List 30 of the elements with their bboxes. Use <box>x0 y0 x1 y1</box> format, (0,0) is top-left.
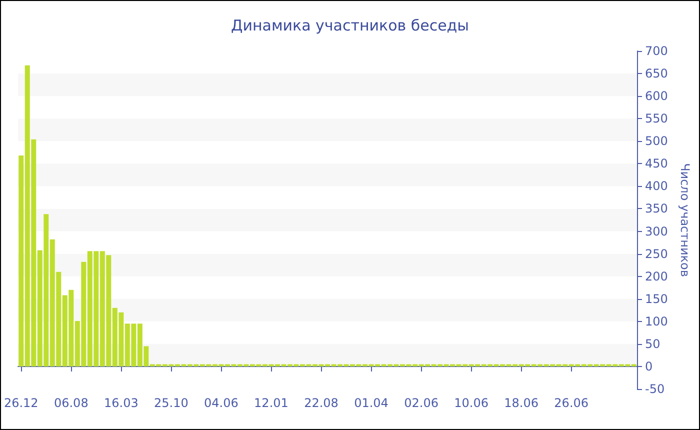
x-tick-label: 25.10 <box>154 396 188 410</box>
x-tick-label: 18.06 <box>504 396 539 410</box>
x-tick-label: 01.04 <box>354 396 388 410</box>
x-tick-label: 12.01 <box>254 396 288 410</box>
x-tick-label: 26.06 <box>554 396 589 410</box>
x-tick-label: 10.06 <box>454 396 488 410</box>
y-tick-label: 700 <box>645 44 668 58</box>
x-tick-label: 02.06 <box>404 396 438 410</box>
y-axis-title: Число участников <box>678 163 692 277</box>
y-tick-label: -50 <box>645 382 665 396</box>
y-tick-label: 200 <box>645 269 668 284</box>
y-tick-label: 150 <box>645 292 668 306</box>
x-tick-label: 06.08 <box>54 396 88 410</box>
y-tick-label: 250 <box>645 246 668 261</box>
x-tick-label: 04.06 <box>204 396 238 410</box>
chart-title: Динамика участников беседы <box>230 16 470 34</box>
y-tick-label: 50 <box>645 336 660 351</box>
x-tick-label: 22.08 <box>304 396 338 410</box>
y-tick-label: 300 <box>645 224 668 238</box>
x-tick-label: 16.03 <box>104 396 138 410</box>
y-tick-label: 450 <box>645 156 668 171</box>
y-tick-label: 100 <box>645 314 668 328</box>
x-tick-label: 26.12 <box>4 396 38 410</box>
y-tick-label: 600 <box>645 89 668 104</box>
y-tick-label: 550 <box>645 112 668 126</box>
y-tick-label: 350 <box>645 202 668 216</box>
y-tick-label: 650 <box>645 66 668 81</box>
y-tick-label: 500 <box>645 134 668 148</box>
y-tick-label: 400 <box>645 179 668 194</box>
y-tick-label: 0 <box>645 359 653 374</box>
